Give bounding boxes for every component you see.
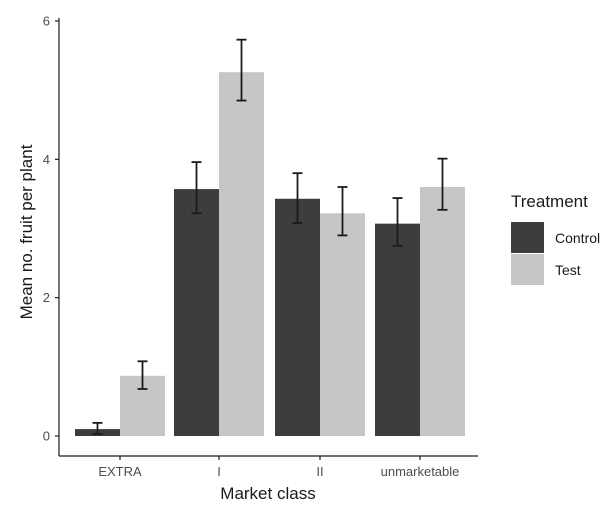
error-bar-control-ii: [292, 172, 303, 224]
error-bar-control-unmarketable: [392, 197, 403, 247]
error-bar-test-i: [236, 38, 247, 102]
x-axis-title: Market class: [220, 484, 315, 503]
bar-control-unmarketable: [375, 223, 420, 436]
x-tick-label-i: I: [217, 464, 221, 479]
x-ticks: EXTRA I II unmarketable: [98, 456, 459, 479]
bar-control-i: [174, 189, 219, 436]
legend: Treatment Control Test: [511, 192, 600, 285]
bars-layer: [75, 72, 465, 436]
bar-test-ii: [320, 213, 365, 436]
legend-title: Treatment: [511, 192, 588, 211]
error-bar-control-i: [191, 161, 202, 215]
x-tick-label-unmarketable: unmarketable: [381, 464, 460, 479]
x-tick-label-extra: EXTRA: [98, 464, 142, 479]
error-bar-control-extra: [92, 421, 103, 435]
error-bar-test-ii: [337, 186, 348, 237]
y-ticks: 0 2 4 6: [43, 14, 59, 444]
error-bars-layer: [92, 38, 448, 435]
y-tick-label-2: 2: [43, 290, 50, 305]
error-bar-test-extra: [137, 360, 148, 390]
bar-test-unmarketable: [420, 187, 465, 436]
error-bar-test-unmarketable: [437, 157, 448, 211]
bar-control-ii: [275, 198, 320, 436]
x-tick-label-ii: II: [316, 464, 323, 479]
legend-label-control: Control: [555, 230, 600, 246]
y-axis-title: Mean no. fruit per plant: [17, 144, 36, 319]
legend-label-test: Test: [555, 262, 581, 278]
y-tick-label-6: 6: [43, 14, 50, 29]
y-tick-label-4: 4: [43, 152, 50, 167]
legend-key-control: [511, 222, 544, 253]
bar-test-i: [219, 72, 264, 436]
y-tick-label-0: 0: [43, 429, 50, 444]
legend-key-test: [511, 254, 544, 285]
